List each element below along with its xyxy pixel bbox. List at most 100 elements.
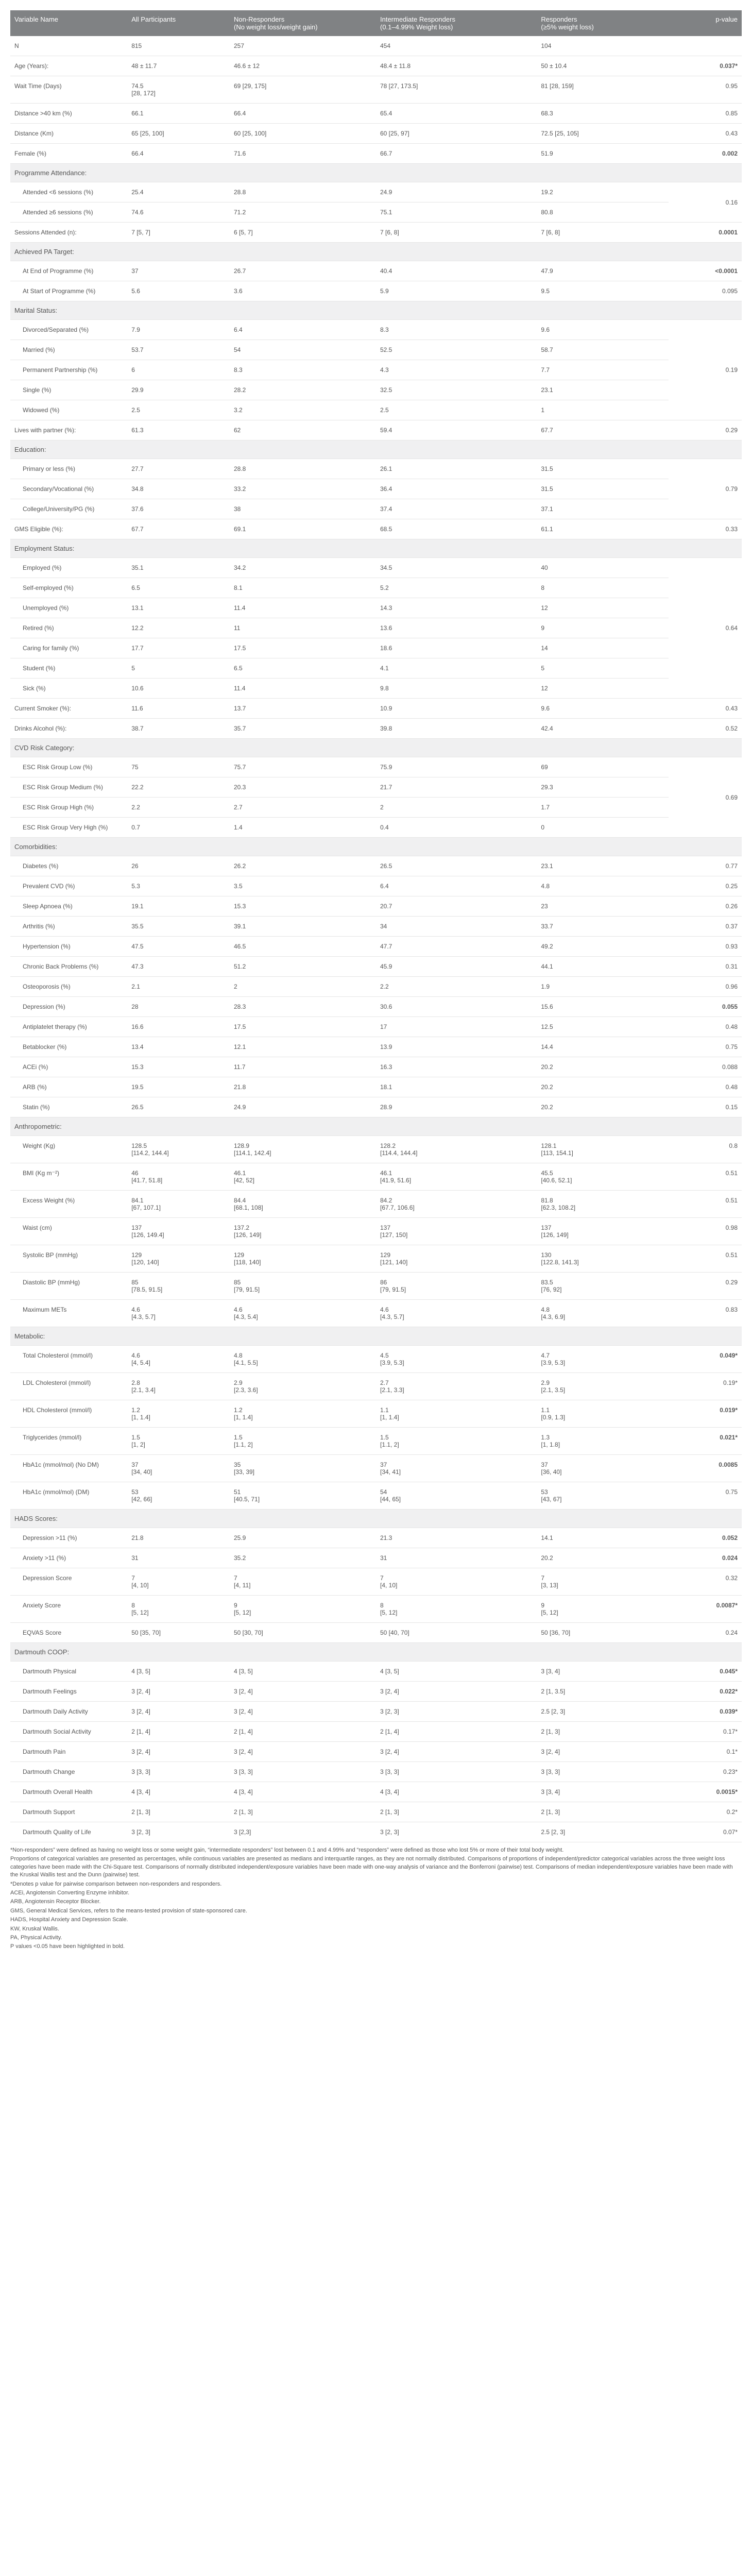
table-row: Unemployed (%)13.111.414.312 [10, 598, 742, 618]
cell: 28.9 [376, 1097, 537, 1117]
row-label: Caring for family (%) [10, 638, 127, 658]
row-label: Sleep Apnoea (%) [10, 896, 127, 917]
footnote-line: Proportions of categorical variables are… [10, 1855, 742, 1879]
cell: 4.6 [4.3, 5.7] [127, 1300, 230, 1327]
pvalue-cell: 0.1* [669, 1742, 742, 1762]
cell: 4 [3, 5] [376, 1662, 537, 1682]
cell: 12.2 [127, 618, 230, 638]
cell: 137 [126, 149.4] [127, 1218, 230, 1245]
table-row: Anthropometric: [10, 1117, 742, 1136]
cell: 35.7 [230, 719, 376, 739]
footnote-line: ACEi, Angiotensin Converting Enzyme inhi… [10, 1889, 742, 1897]
cell: 257 [230, 36, 376, 56]
cell: 6.5 [230, 658, 376, 679]
cell: 21.8 [127, 1528, 230, 1548]
section-label: HADS Scores: [10, 1510, 742, 1528]
cell: 37.6 [127, 499, 230, 519]
cell: 10.6 [127, 679, 230, 699]
cell: 28 [127, 997, 230, 1017]
row-label: Divorced/Separated (%) [10, 320, 127, 340]
cell: 38.7 [127, 719, 230, 739]
cell: 39.8 [376, 719, 537, 739]
table-row: Secondary/Vocational (%)34.833.236.431.5 [10, 479, 742, 499]
row-label: Arthritis (%) [10, 917, 127, 937]
table-row: N815257454104 [10, 36, 742, 56]
cell: 33.7 [537, 917, 669, 937]
cell: 74.5 [28, 172] [127, 76, 230, 104]
pvalue-cell: 0.8 [669, 1136, 742, 1163]
row-label: Anxiety >11 (%) [10, 1548, 127, 1568]
table-row: ESC Risk Group High (%)2.22.721.7 [10, 798, 742, 818]
table-row: Self-employed (%)6.58.15.28 [10, 578, 742, 598]
cell: 25.9 [230, 1528, 376, 1548]
cell: 75.7 [230, 757, 376, 777]
table-row: College/University/PG (%)37.63837.437.1 [10, 499, 742, 519]
footnote-line: PA, Physical Activity. [10, 1934, 742, 1942]
pvalue-cell: 0.96 [669, 977, 742, 997]
cell: 30.6 [376, 997, 537, 1017]
cell: 52.5 [376, 340, 537, 360]
table-row: Divorced/Separated (%)7.96.48.39.60.19 [10, 320, 742, 340]
row-label: Hypertension (%) [10, 937, 127, 957]
footnote-line: P values <0.05 have been highlighted in … [10, 1943, 742, 1951]
table-row: Dartmouth Daily Activity3 [2, 4]3 [2, 4]… [10, 1702, 742, 1722]
cell: 128.2 [114.4, 144.4] [376, 1136, 537, 1163]
row-label: Sessions Attended (n): [10, 223, 127, 243]
cell: 2 [1, 3.5] [537, 1682, 669, 1702]
pvalue-cell: 0.29 [669, 1273, 742, 1300]
table-row: Lives with partner (%):61.36259.467.70.2… [10, 420, 742, 440]
pvalue-cell: 0.98 [669, 1218, 742, 1245]
pvalue-cell: 0.51 [669, 1191, 742, 1218]
header-pvalue: p-value [669, 10, 742, 36]
cell: 13.6 [376, 618, 537, 638]
cell: 1.7 [537, 798, 669, 818]
table-row: Primary or less (%)27.728.826.131.50.79 [10, 459, 742, 479]
cell: 14.4 [537, 1037, 669, 1057]
pvalue-cell: 0.48 [669, 1017, 742, 1037]
row-label: ESC Risk Group Low (%) [10, 757, 127, 777]
pvalue-cell: 0.019* [669, 1400, 742, 1428]
cell: 1.2 [1, 1.4] [127, 1400, 230, 1428]
cell: 84.4 [68.1, 108] [230, 1191, 376, 1218]
cell: 47.3 [127, 957, 230, 977]
cell: 84.2 [67.7, 106.6] [376, 1191, 537, 1218]
row-label: Self-employed (%) [10, 578, 127, 598]
row-label: College/University/PG (%) [10, 499, 127, 519]
cell: 66.1 [127, 104, 230, 124]
section-label: Anthropometric: [10, 1117, 742, 1136]
cell: 0 [537, 818, 669, 838]
table-row: ARB (%)19.521.818.120.20.48 [10, 1077, 742, 1097]
table-row: Sleep Apnoea (%)19.115.320.7230.26 [10, 896, 742, 917]
cell: 2 [1, 3] [537, 1802, 669, 1822]
cell: 11.7 [230, 1057, 376, 1077]
table-row: ESC Risk Group Medium (%)22.220.321.729.… [10, 777, 742, 798]
cell: 26.2 [230, 856, 376, 876]
cell: 32.5 [376, 380, 537, 400]
cell: 66.4 [127, 144, 230, 164]
row-label: Total Cholesterol (mmol/l) [10, 1346, 127, 1373]
table-row: Widowed (%)2.53.22.51 [10, 400, 742, 420]
row-label: Dartmouth Change [10, 1762, 127, 1782]
cell: 31.5 [537, 459, 669, 479]
pvalue-cell: 0.52 [669, 719, 742, 739]
cell: 20.3 [230, 777, 376, 798]
cell: 128.1 [113, 154.1] [537, 1136, 669, 1163]
cell: 86 [79, 91.5] [376, 1273, 537, 1300]
row-label: HDL Cholesterol (mmol/l) [10, 1400, 127, 1428]
table-row: ACEi (%)15.311.716.320.20.088 [10, 1057, 742, 1077]
footnote-line: HADS, Hospital Anxiety and Depression Sc… [10, 1916, 742, 1924]
row-label: Attended ≥6 sessions (%) [10, 202, 127, 223]
row-label: Widowed (%) [10, 400, 127, 420]
row-label: ESC Risk Group Very High (%) [10, 818, 127, 838]
row-label: Married (%) [10, 340, 127, 360]
table-row: Married (%)53.75452.558.7 [10, 340, 742, 360]
cell: 71.6 [230, 144, 376, 164]
cell: 23.1 [537, 380, 669, 400]
cell: 23.1 [537, 856, 669, 876]
table-row: Programme Attendance: [10, 164, 742, 182]
cell: 11.4 [230, 598, 376, 618]
cell: 2.9 [2.3, 3.6] [230, 1373, 376, 1400]
cell: 0.7 [127, 818, 230, 838]
cell: 4.7 [3.9, 5.3] [537, 1346, 669, 1373]
cell: 7.9 [127, 320, 230, 340]
